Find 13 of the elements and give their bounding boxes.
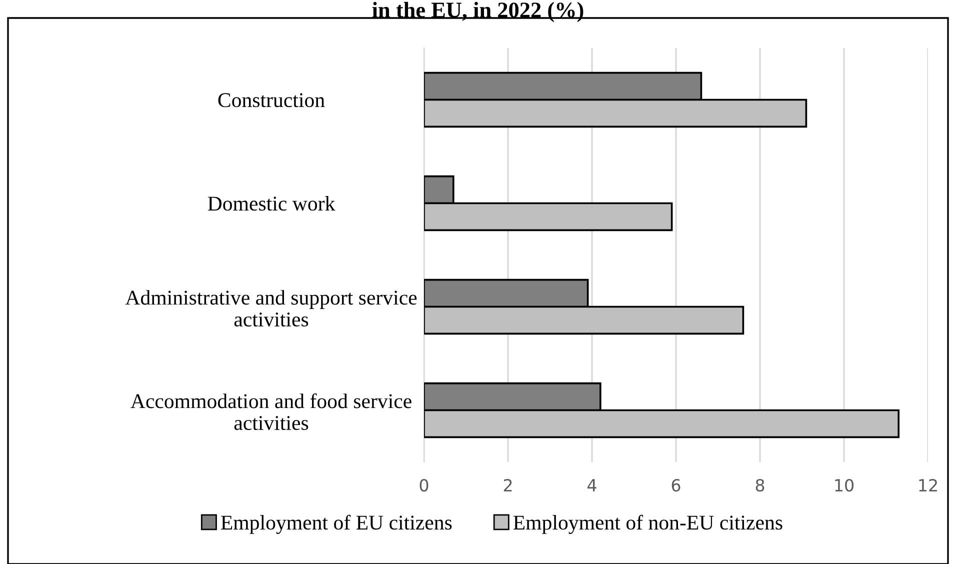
x-tick-label: 2	[504, 478, 512, 492]
x-tick-label: 4	[588, 479, 596, 492]
legend-label: Employment of EU citizens	[221, 514, 452, 534]
x-tick-label: 12	[919, 478, 937, 492]
legend-label: Employment of non-EU citizens	[513, 514, 782, 534]
y-tick-label: Domestic work	[208, 196, 336, 211]
y-tick-label: Administrative and support service activities	[125, 290, 417, 327]
x-tick-label: 10	[835, 478, 854, 492]
y-tick-label: Construction	[218, 93, 325, 108]
y-tick-label: Accommodation and food service activities	[130, 393, 412, 430]
x-tick-label: 6	[672, 478, 680, 492]
x-tick-label: 0	[420, 478, 428, 492]
x-tick-label: 8	[756, 478, 764, 492]
